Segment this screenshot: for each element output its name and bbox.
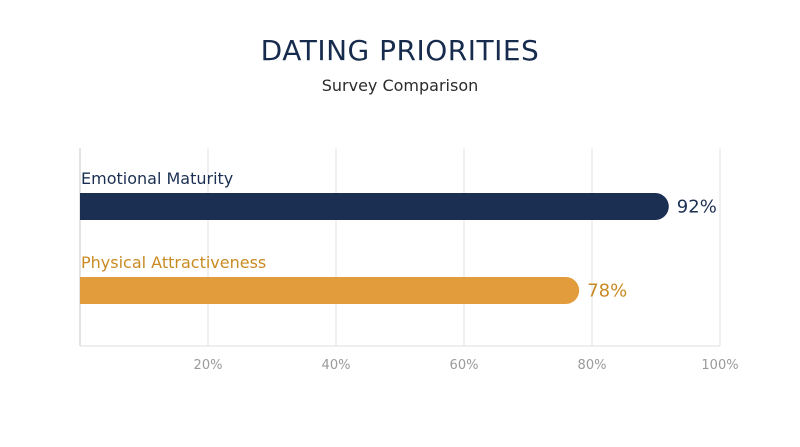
category-label: Physical Attractiveness [81, 253, 266, 272]
value-label: 92% [677, 197, 717, 218]
x-tick-label: 80% [578, 358, 607, 373]
x-tick-label: 20% [194, 358, 223, 373]
chart-subtitle: Survey Comparison [321, 76, 479, 95]
chart-title: DATING PRIORITIES [260, 34, 540, 67]
bar [80, 277, 580, 304]
category-label: Emotional Maturity [81, 169, 233, 188]
value-label: 78% [587, 281, 627, 302]
x-tick-label: 100% [701, 358, 738, 373]
bar [80, 193, 669, 220]
x-tick-label: 60% [450, 358, 479, 373]
x-tick-label: 40% [322, 358, 351, 373]
